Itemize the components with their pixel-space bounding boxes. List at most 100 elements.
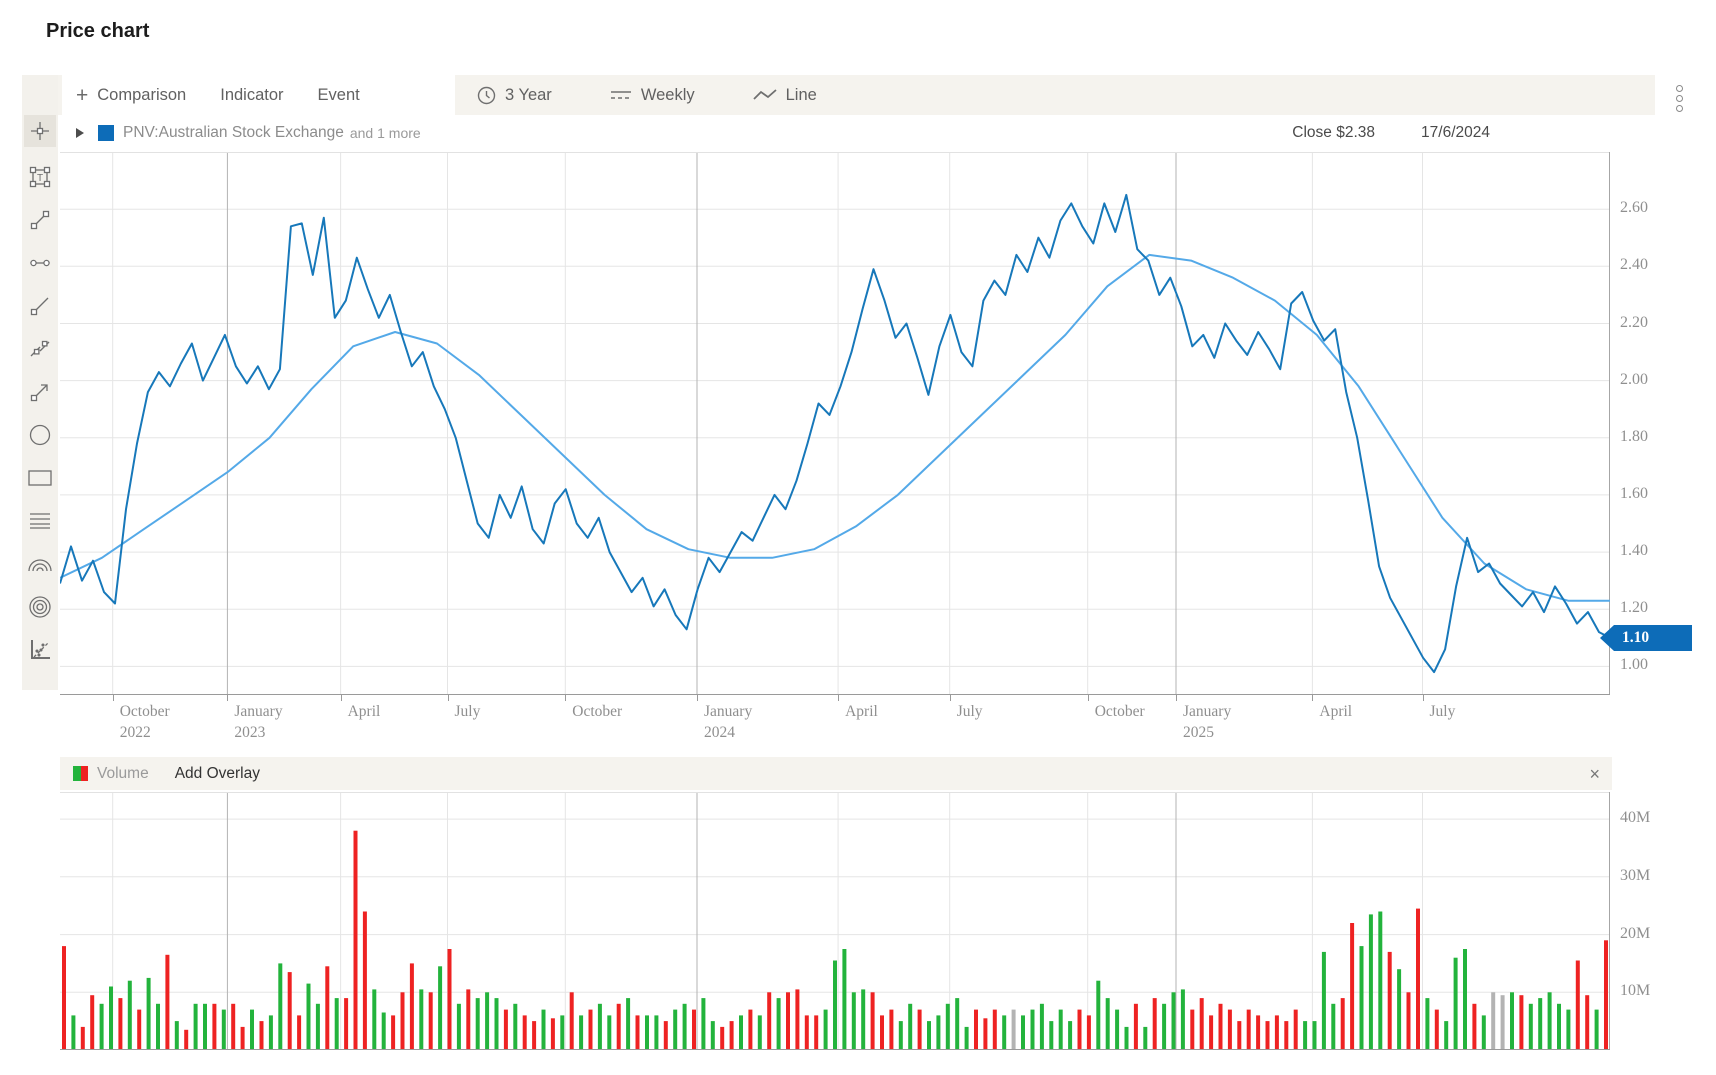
indicator-button[interactable]: Indicator <box>220 86 283 105</box>
volume-bar <box>1209 1015 1214 1050</box>
volume-bar <box>1463 949 1467 1050</box>
add-overlay-button[interactable]: Add Overlay <box>174 764 260 782</box>
volume-bar <box>71 1015 76 1050</box>
horizontal-segment-tool[interactable] <box>24 250 56 276</box>
volume-bar <box>880 1015 884 1050</box>
regression-tool[interactable] <box>24 637 56 663</box>
volume-bar <box>1416 908 1420 1050</box>
text-annotation-icon: T <box>29 166 51 188</box>
volume-axis-label: 20M <box>1620 924 1651 942</box>
price-axis-label: 1.40 <box>1620 542 1648 560</box>
price-axis-label: 2.20 <box>1620 313 1648 331</box>
rectangle-tool[interactable] <box>24 465 56 491</box>
x-axis-month: January <box>704 703 753 720</box>
volume-bar <box>165 954 170 1050</box>
fib-retracement-icon <box>30 513 50 529</box>
volume-bar <box>1274 1015 1279 1050</box>
arrow-tool[interactable] <box>24 379 56 405</box>
volume-bar <box>494 998 499 1050</box>
volume-y-axis: 40M 30M 20M 10M <box>1620 792 1690 1050</box>
volume-bar <box>485 992 490 1050</box>
volume-bar <box>1068 1021 1073 1050</box>
text-annotation-tool[interactable]: T <box>24 164 56 190</box>
volume-bar <box>710 1021 715 1050</box>
volume-bar <box>739 1015 743 1050</box>
volume-bar <box>1096 980 1101 1050</box>
volume-bar <box>720 1026 725 1050</box>
volume-bar <box>1218 1003 1223 1050</box>
series-more-label[interactable]: and 1 more <box>349 125 421 141</box>
volume-bar <box>1124 1026 1129 1050</box>
price-axis-label: 1.20 <box>1620 599 1648 617</box>
volume-bar <box>1359 946 1364 1050</box>
volume-bar <box>1086 1015 1091 1050</box>
disclosure-triangle-icon[interactable] <box>76 128 84 138</box>
kebab-dot <box>1676 85 1683 92</box>
axis-tick <box>112 695 114 701</box>
volume-bar <box>1519 995 1524 1050</box>
volume-bar <box>80 1026 85 1050</box>
kebab-dot <box>1676 95 1683 102</box>
volume-axis-label: 40M <box>1620 809 1651 827</box>
fib-circles-tool[interactable] <box>24 594 56 620</box>
x-axis-label: January 2025 <box>1183 701 1231 743</box>
volume-bar <box>391 1015 396 1050</box>
volume-down-swatch <box>80 766 88 781</box>
volume-bar <box>851 992 856 1050</box>
kebab-dot <box>1676 105 1683 112</box>
volume-bar <box>645 1015 649 1050</box>
volume-bar <box>1256 1015 1261 1050</box>
chart-type-select[interactable]: Line <box>752 86 817 105</box>
volume-bar <box>607 1015 612 1050</box>
volume-bar <box>466 989 471 1050</box>
trendline-tool[interactable] <box>24 207 56 233</box>
price-axis-label: 2.60 <box>1620 199 1648 217</box>
volume-bar <box>203 1003 207 1050</box>
volume-bar <box>428 992 433 1050</box>
x-axis-label: January 2024 <box>704 701 752 743</box>
parallel-channel-tool[interactable] <box>24 336 56 362</box>
comparison-button[interactable]: + Comparison <box>76 85 186 106</box>
volume-bar <box>889 1009 894 1050</box>
volume-bar <box>1303 1021 1308 1050</box>
event-button[interactable]: Event <box>318 86 360 105</box>
volume-bar <box>419 989 424 1050</box>
volume-bar <box>184 1029 189 1050</box>
volume-up-swatch <box>73 766 81 781</box>
ellipse-tool[interactable] <box>24 422 56 448</box>
series-name[interactable]: PNV:Australian Stock Exchange <box>123 124 344 141</box>
volume-bar <box>550 1018 555 1050</box>
volume-chart[interactable] <box>60 792 1610 1050</box>
ray-tool[interactable] <box>24 293 56 319</box>
volume-bar <box>1491 992 1496 1050</box>
volume-bar <box>1397 969 1402 1050</box>
kebab-menu-button[interactable] <box>1674 83 1685 114</box>
volume-bar <box>729 1021 734 1050</box>
price-x-axis-ticks <box>60 695 1610 702</box>
volume-bar <box>1510 992 1514 1050</box>
price-y-axis: 2.60 2.40 2.20 2.00 1.80 1.60 1.40 1.20 1.00 <box>1620 152 1690 695</box>
fib-arcs-tool[interactable] <box>24 551 56 577</box>
close-icon[interactable]: × <box>1589 763 1600 784</box>
frequency-icon <box>610 91 631 99</box>
moving-average-line <box>60 253 1610 602</box>
price-chart[interactable] <box>60 152 1610 695</box>
volume-bar <box>1115 1009 1120 1050</box>
volume-bar <box>1077 1009 1082 1050</box>
volume-bar <box>898 1021 903 1050</box>
volume-bar <box>908 1003 913 1050</box>
x-axis-label: April <box>348 701 381 722</box>
volume-axis-label: 30M <box>1620 866 1651 884</box>
frequency-select[interactable]: Weekly <box>610 86 695 105</box>
x-axis-label: October <box>1095 701 1145 722</box>
volume-panel-header: Volume Add Overlay × <box>60 757 1612 790</box>
crosshair-tool[interactable] <box>24 115 56 147</box>
volume-bar <box>1227 1009 1232 1050</box>
volume-bar <box>174 1021 179 1050</box>
volume-bar <box>212 1003 217 1050</box>
range-select[interactable]: 3 Year <box>477 86 552 105</box>
volume-bar <box>1293 1009 1298 1050</box>
fib-retracement-tool[interactable] <box>24 508 56 534</box>
line-chart-icon <box>752 89 777 100</box>
x-axis-label: April <box>1319 701 1352 722</box>
